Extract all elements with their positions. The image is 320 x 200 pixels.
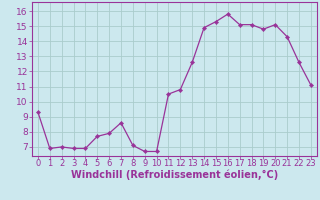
X-axis label: Windchill (Refroidissement éolien,°C): Windchill (Refroidissement éolien,°C)	[71, 169, 278, 180]
